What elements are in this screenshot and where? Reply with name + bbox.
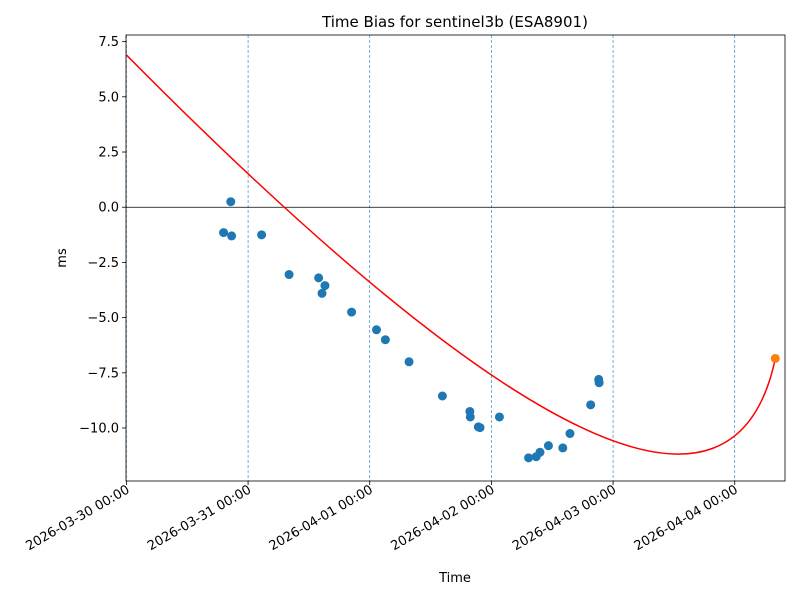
chart-title: Time Bias for sentinel3b (ESA8901) xyxy=(321,13,588,31)
data-point-1 xyxy=(226,197,236,207)
y-tick-label-4: 0.0 xyxy=(98,201,119,216)
data-point-12 xyxy=(437,391,447,401)
x-tick-label-1: 2026-03-31 00:00 xyxy=(145,482,254,554)
y-tick-label-3: −2.5 xyxy=(87,256,119,271)
data-point-24 xyxy=(586,400,596,410)
y-axis-ticks: −10.0 −7.5 −5.0 −2.5 0.0 2.5 5.0 7.5 xyxy=(79,35,126,437)
data-point-10 xyxy=(380,335,390,345)
plot-frame xyxy=(125,34,786,482)
y-tick-label-1: −7.5 xyxy=(87,366,119,381)
data-point-23 xyxy=(565,429,575,439)
y-tick-label-2: −5.0 xyxy=(87,311,119,326)
x-tick-label-3: 2026-04-02 00:00 xyxy=(388,482,497,554)
data-point-9 xyxy=(372,325,382,335)
x-axis-label: Time xyxy=(438,571,471,586)
data-point-17 xyxy=(494,412,504,422)
vertical-grid-lines xyxy=(126,35,736,481)
data-point-26 xyxy=(594,378,604,388)
data-point-5 xyxy=(314,273,324,283)
y-tick-label-7: 7.5 xyxy=(98,35,119,50)
y-axis-label: ms xyxy=(55,248,70,268)
data-point-16 xyxy=(475,423,485,433)
data-point-8 xyxy=(347,307,357,317)
data-point-20 xyxy=(535,447,545,457)
x-axis-ticks: 2026-03-30 00:00 2026-03-31 00:00 2026-04-… xyxy=(23,481,741,554)
prediction-point-group xyxy=(770,353,780,363)
data-point-22 xyxy=(558,443,568,453)
x-tick-label-4: 2026-04-03 00:00 xyxy=(510,482,619,554)
data-point-6 xyxy=(317,288,327,298)
data-point-11 xyxy=(404,357,414,367)
x-tick-label-0: 2026-03-30 00:00 xyxy=(23,482,132,554)
data-point-3 xyxy=(257,230,267,240)
data-point-14 xyxy=(465,412,475,422)
data-point-7 xyxy=(320,281,330,291)
fit-curve xyxy=(125,54,777,455)
data-point-4 xyxy=(284,270,294,280)
data-point-18 xyxy=(524,453,534,463)
data-point-21 xyxy=(543,441,553,451)
y-tick-label-0: −10.0 xyxy=(79,422,119,437)
prediction-point-0 xyxy=(770,353,780,363)
x-tick-label-2: 2026-04-01 00:00 xyxy=(267,482,376,554)
y-tick-label-5: 2.5 xyxy=(98,146,119,161)
data-point-0 xyxy=(219,228,229,238)
y-tick-label-6: 5.0 xyxy=(98,90,119,105)
data-points xyxy=(219,197,604,463)
data-point-2 xyxy=(227,231,237,241)
x-tick-label-5: 2026-04-04 00:00 xyxy=(632,482,741,554)
